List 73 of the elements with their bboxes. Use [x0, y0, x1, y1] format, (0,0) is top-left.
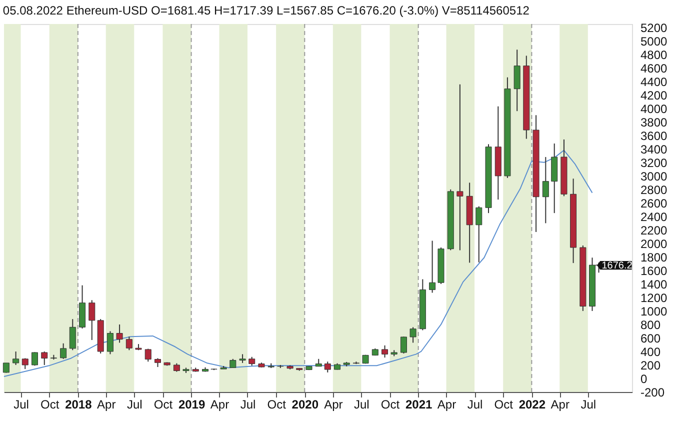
y-tick-label: 4000: [640, 102, 668, 116]
candlestick: [144, 348, 152, 362]
candlestick: [514, 49, 520, 112]
x-tick-label: Oct: [154, 398, 174, 412]
candlestick: [12, 350, 20, 366]
y-tick-label: 2800: [640, 182, 668, 197]
x-tick-label: Oct: [380, 398, 400, 412]
y-tick-label: 3000: [640, 169, 668, 184]
candlestick: [60, 342, 67, 360]
y-tick-label: 3800: [640, 115, 668, 130]
x-tick-label: Jul: [467, 398, 483, 412]
annotation: 1676.2: [602, 260, 633, 272]
candlestick: [382, 344, 388, 358]
candlestick: [116, 324, 123, 344]
x-tick-label: Oct: [494, 398, 514, 412]
y-tick-label: 400: [640, 344, 661, 359]
candlestick: [476, 206, 482, 263]
candlestick: [400, 336, 407, 354]
y-tick-label: 2000: [640, 236, 668, 251]
candlestick: [429, 240, 436, 294]
y-tick-label: 1000: [640, 304, 668, 318]
candlestick: [126, 336, 132, 351]
line-series: [4, 150, 593, 377]
y-tick-label: 5000: [640, 34, 668, 48]
y-tick-label: 4200: [640, 88, 668, 102]
y-tick-label: 1800: [640, 250, 668, 264]
candlestick: [2, 362, 10, 374]
candlestick: [22, 358, 28, 370]
x-tick-label: Jul: [580, 398, 596, 412]
chart-title: 05.08.2022 Ethereum-USD O=1681.45 H=1717.39 L=1567.85 C=1676.20 (-3.0%) V=85114560512: [2, 3, 530, 18]
x-tick-label: Apr: [324, 398, 343, 412]
y-tick-label: 0: [640, 372, 648, 386]
y-tick-label: 1400: [640, 277, 668, 292]
candlestick: [324, 361, 331, 373]
y-tick-label: 3400: [640, 142, 668, 156]
y-tick-label: 800: [640, 318, 661, 332]
candlestick: [41, 350, 48, 366]
y-tick-label: 1600: [640, 264, 668, 278]
candlestick: [542, 156, 549, 224]
candlestick: [456, 84, 464, 251]
y-tick-label: 4800: [640, 48, 668, 62]
x-tick-label: Jul: [126, 398, 142, 412]
y-tick-label: 3600: [640, 128, 668, 143]
x-tick-label: Jul: [14, 398, 29, 412]
y-tick-label: 4600: [640, 61, 668, 76]
x-tick-label: Apr: [550, 398, 570, 412]
candlestick: [32, 352, 38, 366]
candlestick: [69, 318, 76, 351]
x-tick-label: 2019: [178, 398, 206, 412]
x-tick-label: Apr: [97, 398, 116, 412]
y-tick-label: 5200: [640, 20, 668, 35]
y-tick-label: 3200: [640, 156, 668, 170]
candlestick: [88, 300, 96, 341]
y-tick-label: 2400: [640, 210, 668, 224]
x-tick-label: Jul: [240, 398, 256, 412]
x-tick-label: 2018: [65, 398, 92, 412]
y-tick-label: 200: [640, 358, 661, 372]
x-tick-label: Apr: [437, 398, 456, 412]
x-tick-label: 2022: [518, 398, 546, 412]
y-tick-label: 2200: [640, 223, 668, 238]
x-tick-label: 2020: [292, 398, 319, 412]
y-tick-label: -200: [640, 386, 665, 400]
x-tick-label: Apr: [210, 398, 230, 412]
candlestick: [410, 326, 416, 344]
y-tick-label: 600: [640, 331, 661, 346]
x-tick-label: Oct: [267, 398, 287, 412]
x-tick-label: Oct: [40, 398, 60, 412]
candlestick: [106, 330, 114, 355]
x-tick-label: Jul: [354, 398, 370, 412]
y-tick-label: 4400: [640, 74, 668, 89]
y-tick-label: 1200: [640, 290, 668, 305]
y-tick-label: 2600: [640, 196, 668, 210]
x-tick-label: 2021: [405, 398, 432, 412]
